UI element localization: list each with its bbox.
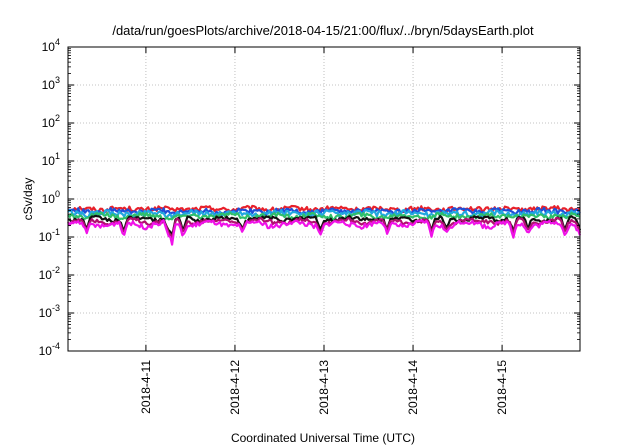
x-tick-label: 2018-4-15 <box>495 360 509 415</box>
series-line <box>67 208 581 219</box>
y-tick-label: 10-1 <box>39 227 60 244</box>
x-tick-labels: 2018-4-11 2018-4-12 2018-4-13 2018-4-14 2018… <box>139 360 509 415</box>
x-axis-label: Coordinated Universal Time (UTC) <box>231 431 415 445</box>
x-tick-label: 2018-4-14 <box>406 360 420 415</box>
x-tick-label: 2018-4-12 <box>228 360 242 415</box>
y-tick-label: 10-2 <box>39 265 60 282</box>
y-tick-label: 102 <box>42 113 60 130</box>
series-line <box>67 211 581 221</box>
y-tick-labels: 104 103 102 101 100 10-1 10-2 10-3 10-4 <box>39 37 60 358</box>
tick-marks <box>68 46 580 352</box>
y-tick-label: 101 <box>42 151 60 168</box>
y-tick-label: 100 <box>42 189 60 206</box>
grid-lines <box>68 47 580 351</box>
y-tick-label: 10-3 <box>39 303 60 320</box>
y-tick-label: 103 <box>42 75 60 92</box>
x-tick-label: 2018-4-13 <box>317 360 331 415</box>
series-line <box>67 219 582 246</box>
y-tick-label: 10-4 <box>39 341 60 358</box>
chart-title: /data/run/goesPlots/archive/2018-04-15/2… <box>112 23 534 38</box>
y-axis-label: cSv/day <box>21 178 35 221</box>
series-group <box>67 204 582 246</box>
x-tick-label: 2018-4-11 <box>139 360 153 414</box>
y-tick-label: 104 <box>42 37 60 54</box>
